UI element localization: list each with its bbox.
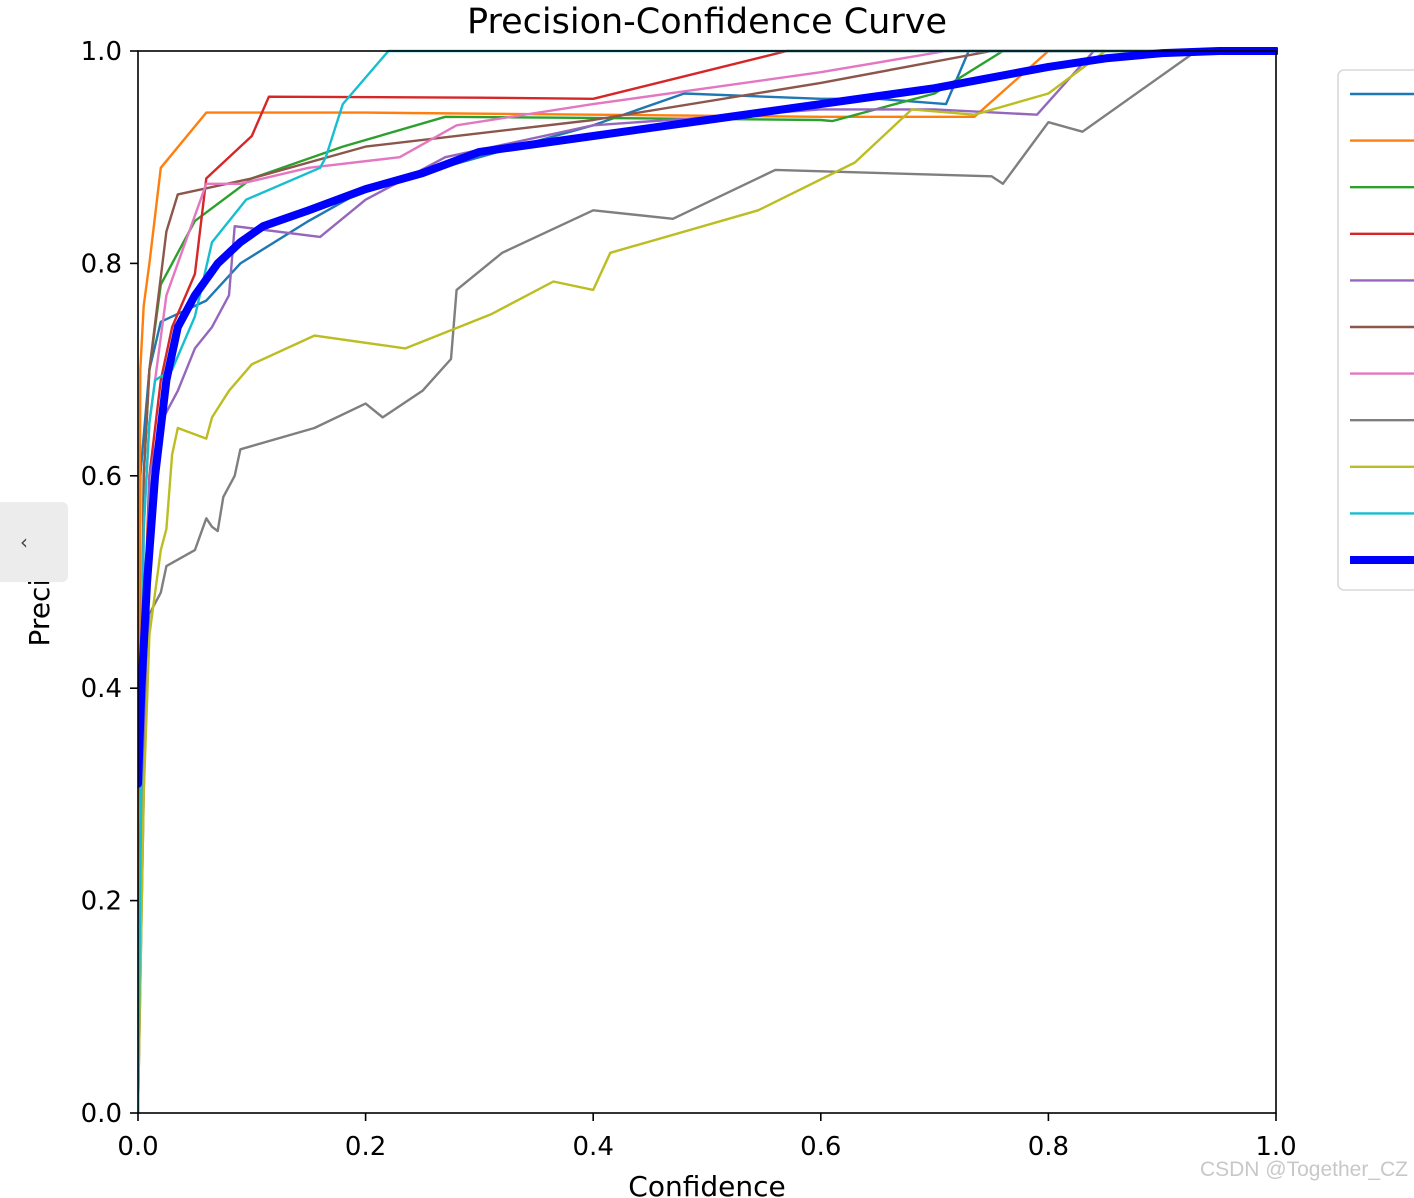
y-tick-label: 0.0 <box>81 1099 122 1129</box>
x-tick-label: 1.0 <box>1255 1132 1296 1162</box>
side-panel-toggle[interactable]: ‹ <box>0 502 68 582</box>
series-line-class-5 <box>138 49 1278 1115</box>
x-tick-label: 0.8 <box>1028 1132 1069 1162</box>
series-line-all-classes <box>138 47 1278 788</box>
chart-title: Precision-Confidence Curve <box>467 2 947 42</box>
x-axis: 0.0 0.2 0.4 0.6 0.8 1.0 <box>117 1113 1297 1162</box>
y-tick-label: 0.8 <box>81 249 122 279</box>
x-tick-label: 0.0 <box>117 1132 158 1162</box>
series-line-class-4 <box>138 49 1278 1115</box>
y-tick-label: 0.2 <box>81 887 122 917</box>
series-line-class-3 <box>138 49 1278 1115</box>
series-line-class-1 <box>138 49 1278 1115</box>
legend <box>1337 69 1414 591</box>
x-tick-label: 0.6 <box>800 1132 841 1162</box>
watermark: CSDN @Together_CZ <box>1199 1158 1408 1181</box>
series-line-class-9 <box>138 49 1278 1115</box>
x-axis-label: Confidence <box>628 1170 785 1198</box>
x-tick-label: 0.4 <box>573 1132 614 1162</box>
series-layer <box>138 47 1278 1115</box>
y-axis: 0.0 0.2 0.4 0.6 0.8 1.0 <box>81 37 138 1129</box>
chevron-left-icon: ‹ <box>20 530 28 554</box>
series-line-class-7 <box>138 49 1278 1115</box>
plot-frame <box>137 50 1277 1114</box>
y-tick-label: 1.0 <box>81 37 122 67</box>
x-tick-label: 0.2 <box>345 1132 386 1162</box>
y-tick-label: 0.6 <box>81 462 122 492</box>
series-line-class-8 <box>138 49 1278 1115</box>
y-tick-label: 0.4 <box>81 674 122 704</box>
legend-frame <box>1337 69 1414 591</box>
